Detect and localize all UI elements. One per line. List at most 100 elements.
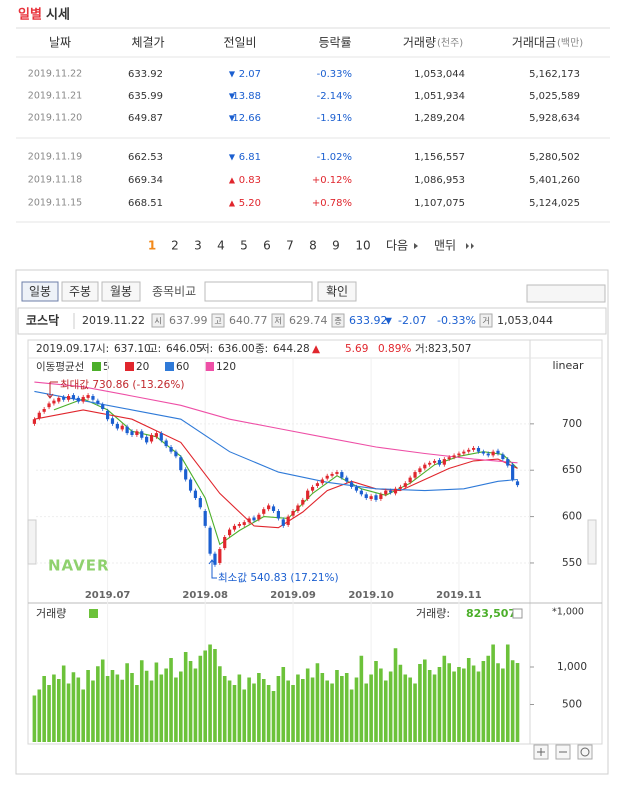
candle-body [364, 494, 368, 499]
candle-body [491, 451, 495, 456]
volume-bar [261, 679, 266, 742]
volume-bar [330, 683, 334, 742]
close-cell: 669.34 [128, 175, 163, 186]
chart-header-item: 시: [96, 343, 109, 355]
scroll-right[interactable] [587, 519, 597, 565]
volume-bar [247, 677, 251, 742]
volume-bar [208, 644, 212, 742]
period-label[interactable]: 주봉 [69, 285, 91, 299]
page-link[interactable]: 1 [148, 239, 156, 253]
y-tick-label: 600 [562, 511, 582, 523]
candle-body [306, 490, 310, 499]
candle-body [164, 440, 168, 447]
volume-bar [198, 655, 203, 742]
volume-bar [213, 649, 217, 742]
max-arrow [46, 381, 58, 399]
candle-body [130, 431, 134, 435]
info-bar [17, 307, 607, 335]
close-box[interactable] [512, 608, 523, 619]
period-button[interactable] [61, 281, 99, 302]
compare-input[interactable] [204, 281, 313, 302]
volume-bar [61, 665, 66, 742]
candle-body [91, 396, 95, 400]
field-icon [479, 313, 493, 328]
volume-bar [447, 663, 451, 742]
candle-body [71, 395, 76, 399]
reset[interactable] [577, 744, 593, 760]
date-cell: 2019.11.22 [28, 69, 82, 80]
page-link[interactable]: 6 [263, 239, 271, 253]
volume-bar [476, 671, 481, 742]
volume-bar [42, 676, 46, 742]
candle-body [472, 447, 476, 450]
page-link[interactable]: 9 [332, 239, 340, 253]
page-link[interactable]: 4 [217, 239, 225, 253]
candle-body [403, 483, 407, 487]
volume-bar [174, 677, 178, 742]
volume-bar [354, 677, 359, 742]
field-icon-label: 종 [334, 317, 341, 326]
period-button[interactable] [21, 281, 59, 302]
volume-value-label: 거래량: [416, 607, 450, 620]
volume-bar [227, 680, 232, 742]
candle-body [169, 447, 173, 452]
volume-bar [427, 670, 432, 742]
page-link[interactable]: 8 [309, 239, 317, 253]
candle-body [247, 518, 251, 523]
scroll-left[interactable] [27, 519, 37, 565]
page-link[interactable]: 7 [286, 239, 294, 253]
candle-body [320, 479, 324, 484]
page-link[interactable]: 10 [355, 239, 370, 253]
volume-bar [193, 668, 198, 742]
candle-body [262, 509, 266, 514]
volume-bar [271, 691, 276, 742]
candle-body [223, 536, 227, 549]
candle-body [198, 498, 202, 508]
candle-body [110, 418, 115, 424]
chart-header-item: 636.00 [218, 343, 255, 355]
candle-body [310, 486, 315, 491]
candle-body [184, 469, 188, 480]
period-button[interactable] [101, 281, 141, 302]
close-cell: 633.92 [128, 69, 163, 80]
page-link[interactable]: 2 [171, 239, 179, 253]
candle-body [501, 454, 505, 460]
chart-header-item: 0.89% [378, 343, 411, 355]
page-link[interactable]: 3 [194, 239, 202, 253]
candle-body [76, 397, 80, 402]
last-link[interactable]: 맨뒤 [434, 239, 456, 253]
candle-body [281, 519, 285, 526]
x-tick-label: 2019.10 [348, 590, 394, 601]
column-header: 날짜 [49, 36, 71, 50]
volume-bar [403, 674, 408, 742]
confirm-button[interactable] [317, 281, 357, 302]
candle-body [203, 511, 207, 526]
field-value: 640.77 [229, 314, 268, 327]
candle-body [335, 472, 339, 474]
volume-cell: 1,051,934 [414, 91, 465, 102]
candle-body [345, 477, 349, 482]
confirm-label[interactable]: 확인 [326, 285, 348, 299]
x-tick-label: 2019.07 [85, 590, 131, 601]
period-label[interactable]: 일봉 [29, 285, 51, 299]
volume-bar [159, 674, 164, 742]
volume-bar [179, 671, 183, 742]
change-cell: 5.20 [239, 198, 261, 209]
next-link[interactable]: 다음 [386, 239, 408, 253]
volume-bar [149, 680, 154, 742]
volume-bar [52, 674, 56, 742]
candle-body [52, 400, 56, 404]
legend-swatch [125, 362, 134, 371]
volume-bar [164, 668, 168, 742]
candle-body [330, 473, 334, 476]
x-tick-label: 2019.09 [270, 590, 316, 601]
volume-bar [418, 664, 422, 742]
candle-body [423, 464, 427, 469]
period-label[interactable]: 월봉 [110, 285, 132, 299]
volume-bar [364, 683, 369, 742]
volume-bar [71, 672, 76, 742]
page-link[interactable]: 5 [240, 239, 248, 253]
tool-icons[interactable] [526, 284, 606, 303]
column-header: 전일비 [223, 36, 256, 50]
candle-body [193, 490, 198, 499]
